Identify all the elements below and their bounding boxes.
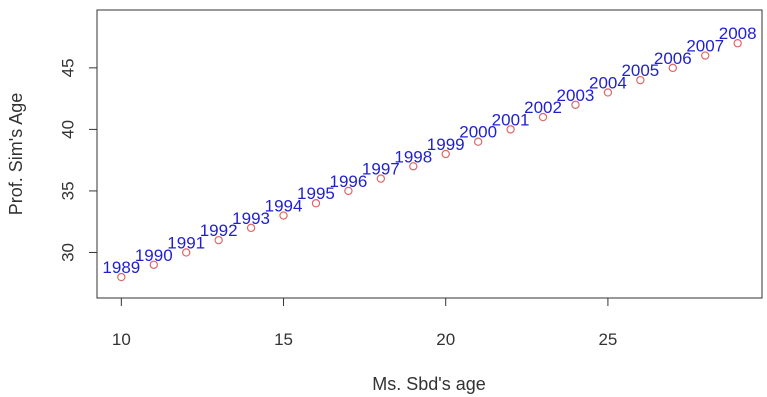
point-label: 1992 (200, 221, 238, 240)
point-label: 1994 (265, 197, 303, 216)
point-label: 1999 (427, 135, 465, 154)
data-point (441, 149, 450, 159)
point-label: 1995 (297, 184, 335, 203)
point-label: 2005 (621, 61, 659, 80)
data-point (117, 272, 126, 282)
data-point (538, 112, 548, 122)
y-tick-label: 40 (58, 120, 77, 139)
point-label: 1991 (167, 233, 205, 252)
point-label: 2001 (492, 110, 530, 129)
point-label: 1996 (329, 172, 367, 191)
y-tick-label: 30 (58, 243, 77, 262)
x-tick-label: 10 (112, 330, 131, 349)
data-point (214, 235, 223, 245)
point-label: 1998 (394, 147, 432, 166)
point-label: 1989 (102, 258, 140, 277)
data-point (571, 100, 580, 109)
y-axis: 30 35 40 45 (58, 58, 98, 262)
point-label: 2006 (654, 49, 692, 68)
x-axis-title: Ms. Sbd's age (372, 374, 486, 394)
data-point (279, 211, 288, 220)
x-tick-label: 15 (274, 330, 293, 349)
data-point (311, 199, 321, 208)
x-tick-label: 20 (436, 330, 455, 349)
data-point (603, 88, 613, 97)
x-tick-label: 25 (598, 330, 617, 349)
y-tick-label: 45 (58, 58, 77, 77)
data-point (668, 63, 677, 73)
point-label: 2004 (589, 73, 627, 92)
y-tick-label: 35 (58, 181, 77, 200)
point-label: 2007 (686, 37, 724, 56)
x-axis: 10 15 20 25 (112, 297, 617, 349)
point-label: 2003 (557, 86, 595, 105)
point-label: 1997 (362, 160, 400, 179)
data-point (182, 248, 191, 257)
y-axis-title: Prof. Sim's Age (6, 93, 26, 215)
point-label: 2008 (719, 24, 757, 43)
point-label: 2000 (459, 123, 497, 142)
data-point (473, 137, 483, 146)
data-point (376, 174, 386, 183)
data-point (636, 75, 645, 85)
point-label: 1990 (135, 246, 173, 265)
data-point (506, 125, 515, 134)
data-points (117, 39, 742, 282)
point-labels: 1989199019911992199319941995199619971998… (102, 24, 756, 277)
data-point (344, 186, 353, 196)
data-point (409, 162, 418, 171)
data-point (149, 260, 158, 269)
data-point (701, 51, 710, 60)
data-point (733, 39, 742, 48)
point-label: 1993 (232, 209, 270, 228)
point-label: 2002 (524, 98, 562, 117)
data-point (246, 223, 256, 233)
